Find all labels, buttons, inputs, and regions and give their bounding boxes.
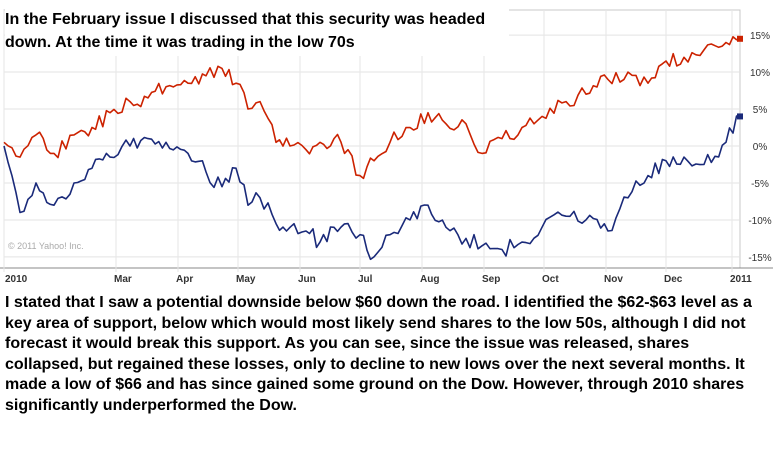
x-tick-label: May — [236, 274, 256, 285]
x-axis-ticks: 2010 Mar Apr May Jun Jul Aug Sep Oct Nov Dec 2011 — [5, 274, 752, 285]
x-tick-label: 2010 — [5, 274, 28, 285]
x-tick-label: Jul — [358, 274, 373, 285]
x-tick-label: Sep — [482, 274, 500, 285]
y-tick-label: 15% — [750, 31, 770, 42]
x-tick-label: Apr — [176, 274, 193, 285]
x-tick-label: Mar — [114, 274, 132, 285]
series-lines — [3, 35, 743, 261]
y-tick-label: -15% — [748, 253, 771, 264]
series-end-marker-1 — [737, 35, 743, 42]
y-axis-ticks: 15% 10% 5% 0% -5% -10% -15% — [748, 31, 771, 264]
y-tick-label: 10% — [750, 68, 770, 79]
x-tick-label: Nov — [604, 274, 623, 285]
commentary-text: I stated that I saw a potential downside… — [5, 294, 752, 414]
series-line-1 — [3, 35, 741, 180]
x-tick-label: Aug — [420, 274, 439, 285]
y-tick-label: -10% — [748, 216, 771, 227]
series-line-2 — [3, 115, 741, 261]
x-tick-label: 2011 — [730, 274, 752, 285]
y-tick-label: -5% — [751, 179, 769, 190]
y-tick-label: 0% — [753, 142, 768, 153]
series-end-marker-2 — [737, 113, 743, 120]
y-tick-label: 5% — [753, 105, 768, 116]
copyright-label: © 2011 Yahoo! Inc. — [8, 241, 84, 251]
performance-chart: 15% 10% 5% 0% -5% -10% -15% 2010 Mar Apr May Jun Ju… — [0, 6, 773, 285]
x-tick-label: Jun — [298, 274, 316, 285]
x-tick-label: Dec — [664, 274, 683, 285]
headline-text: In the February issue I discussed that t… — [5, 6, 509, 56]
x-tick-label: Oct — [542, 274, 559, 285]
